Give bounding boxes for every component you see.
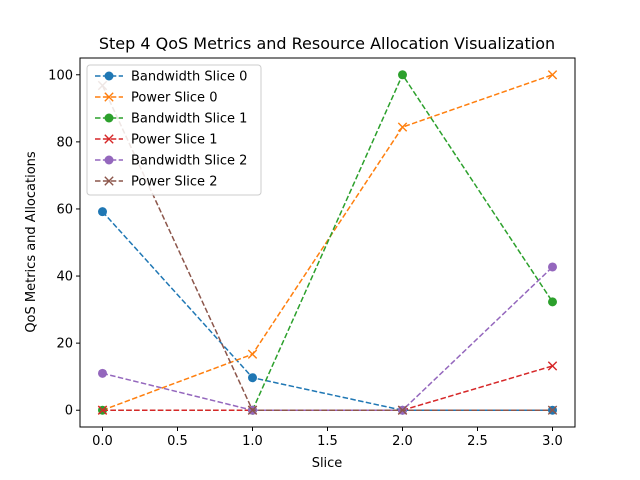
data-point-s0-p1	[248, 373, 257, 383]
legend-marker-1	[104, 92, 114, 102]
y-tick-label-0: 0	[65, 404, 73, 419]
y-tick-label-3: 60	[56, 202, 73, 217]
series-line-1	[102, 74, 553, 411]
legend-box	[86, 64, 262, 196]
data-point-s3-p0	[97, 405, 108, 415]
legend-label-2: Bandwidth Slice 1	[131, 112, 247, 127]
y-tick-label-4: 80	[56, 135, 73, 150]
legend-marker-0	[104, 71, 114, 81]
legend-label-3: Power Slice 1	[131, 133, 217, 148]
data-point-s5-p1	[247, 405, 258, 415]
legend-marker-1-stroke-b	[104, 92, 114, 102]
x-tick-label-1: 0.5	[167, 434, 188, 449]
legend-marker-4	[104, 155, 114, 165]
data-point-s4-p0	[98, 368, 107, 378]
axes-layer: 0.0 0.5 1.0 1.5 2.0 2.5 3.0 0 20 40 60 80 100	[48, 57, 576, 449]
x-tick-label-4: 2.0	[392, 434, 413, 449]
series-line-0	[101, 211, 553, 411]
chart-title: Step 4 QoS Metrics and Resource Allocati…	[99, 34, 555, 53]
legend-marker-5-stroke-b	[104, 176, 114, 186]
y-axis-label: QoS Metrics and Allocations	[24, 151, 39, 333]
data-point-s2-p3	[548, 297, 557, 307]
legend-label-5: Power Slice 2	[131, 175, 217, 190]
legend: Bandwidth Slice 0 Power Slice 0 Bandwidth …	[86, 64, 262, 196]
x-tick-label-0: 0.0	[92, 434, 113, 449]
x-tick-label-5: 2.5	[467, 434, 488, 449]
data-point-s1-p2	[397, 122, 408, 132]
data-point-s1-p1-stroke-b	[247, 349, 258, 359]
x-tick-label-3: 1.5	[317, 434, 338, 449]
data-point-s5-p2	[397, 405, 408, 415]
data-point-s0-p0	[98, 207, 107, 217]
series-line-4	[102, 266, 554, 411]
y-tick-label-2: 40	[56, 270, 73, 285]
legend-label-1: Power Slice 0	[131, 91, 217, 106]
x-tick-label-6: 3.0	[542, 434, 563, 449]
data-point-s4-p3	[548, 262, 557, 272]
legend-marker-5	[104, 176, 114, 186]
data-point-s3-p0-stroke-b	[97, 405, 108, 415]
y-tick-label-5: 100	[48, 68, 73, 83]
legend-marker-3	[104, 134, 114, 144]
legend-label-0: Bandwidth Slice 0	[131, 70, 247, 85]
data-point-s1-p3	[547, 70, 558, 80]
data-point-s1-p3-stroke-b	[547, 70, 558, 80]
y-tick-label-1: 20	[56, 337, 73, 352]
legend-marker-2	[104, 113, 114, 123]
data-point-s3-p3-stroke-b	[547, 361, 558, 371]
data-point-s1-p2-stroke-b	[397, 122, 408, 132]
data-point-s1-p1	[247, 349, 258, 359]
data-point-s5-p1-stroke-b	[247, 405, 258, 415]
data-point-s5-p2-stroke-b	[397, 405, 408, 415]
legend-marker-3-stroke-b	[104, 134, 114, 144]
data-point-s3-p3	[547, 361, 558, 371]
data-point-s5-p3	[547, 405, 558, 415]
series-line-5	[101, 85, 553, 411]
x-axis-label: Slice	[312, 456, 343, 471]
plot-layer	[97, 70, 558, 415]
x-tick-label-2: 1.0	[242, 434, 263, 449]
data-point-s2-p2	[398, 70, 407, 80]
legend-label-4: Bandwidth Slice 2	[131, 154, 247, 169]
data-point-s5-p3-stroke-b	[547, 405, 558, 415]
